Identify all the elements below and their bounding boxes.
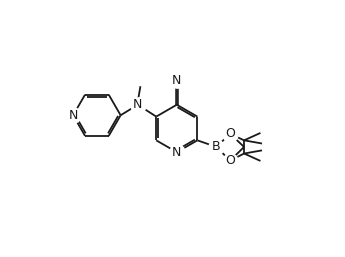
Text: O: O <box>225 127 235 140</box>
Text: B: B <box>212 140 221 153</box>
Text: N: N <box>172 146 181 159</box>
Text: N: N <box>68 109 78 122</box>
Text: N: N <box>133 98 142 111</box>
Text: N: N <box>172 74 181 87</box>
Text: O: O <box>225 154 235 167</box>
